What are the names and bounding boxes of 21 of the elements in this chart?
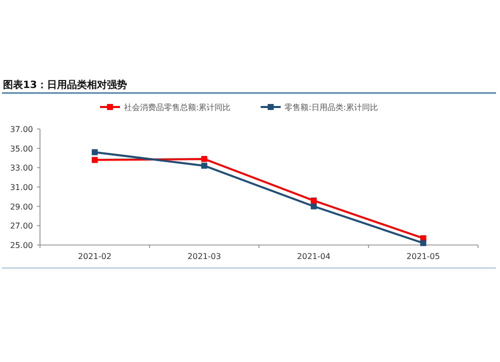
legend-label: 零售额:日用品类:累计同比 — [284, 103, 378, 112]
y-tick-label: 29.00 — [10, 202, 33, 212]
point — [201, 162, 208, 169]
x-tick-label: 2021-02 — [78, 252, 112, 261]
x-tick-label: 2021-04 — [297, 252, 330, 261]
legend-label: 社会消费品零售总额:累计同比 — [124, 103, 231, 112]
y-tick-label: 35.00 — [10, 144, 33, 154]
chart-title: 图表13：日用品类相对强势 — [3, 79, 127, 91]
point — [310, 203, 317, 210]
x-tick-label: 2021-05 — [406, 252, 440, 261]
point — [92, 156, 98, 163]
y-tick-label: 25.00 — [10, 241, 33, 250]
y-tick-label: 33.00 — [10, 164, 33, 173]
x-tick-label: 2021-03 — [188, 252, 221, 261]
point — [420, 240, 426, 246]
point — [92, 149, 98, 156]
point — [201, 156, 208, 162]
y-tick-label: 31.00 — [10, 183, 33, 192]
y-tick-label: 27.00 — [10, 222, 33, 231]
y-tick-label: 37.00 — [10, 125, 33, 134]
point — [310, 198, 317, 204]
